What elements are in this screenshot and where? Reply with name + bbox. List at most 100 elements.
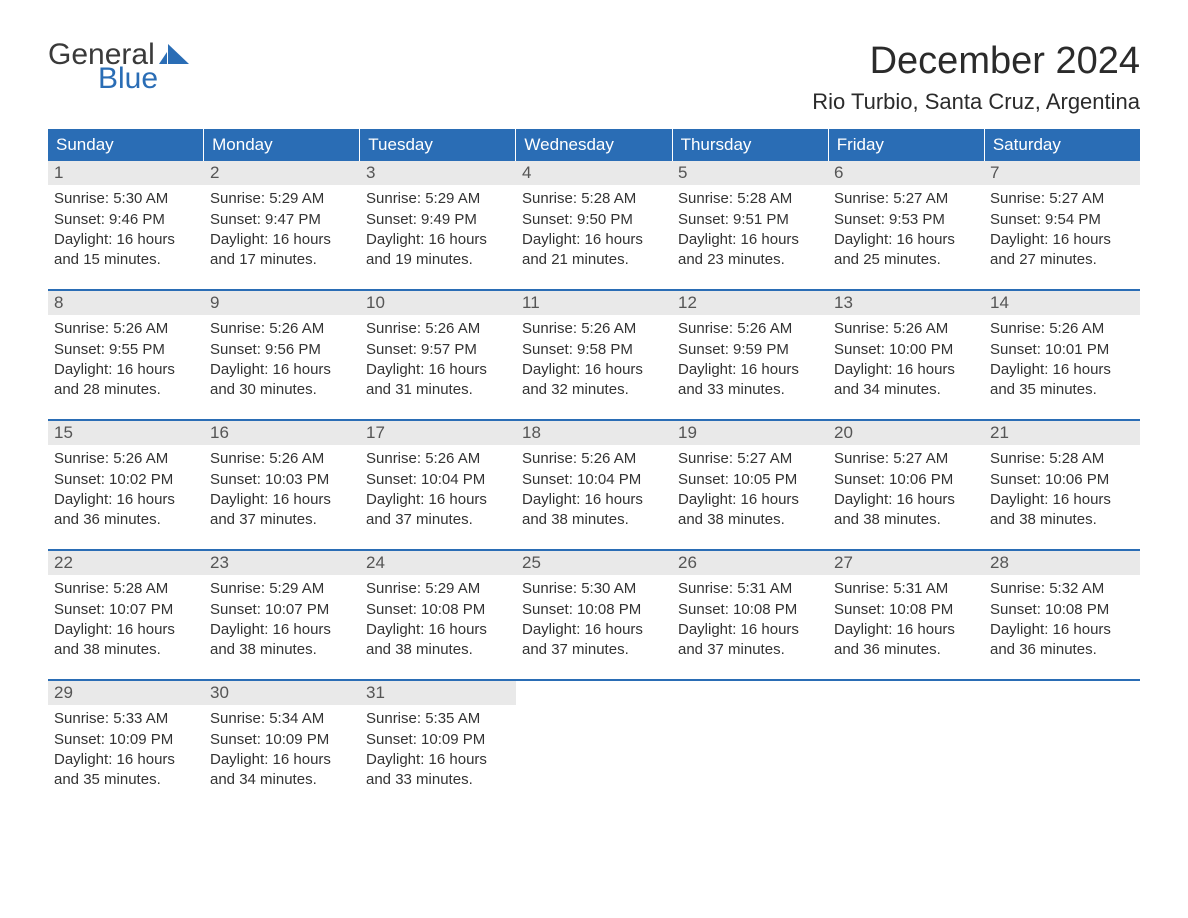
day-daylight2: and 34 minutes. <box>210 770 354 790</box>
day-cell: 20Sunrise: 5:27 AMSunset: 10:06 PMDaylig… <box>828 421 984 549</box>
day-daylight2: and 38 minutes. <box>834 510 978 530</box>
day-sunrise: Sunrise: 5:26 AM <box>54 449 198 469</box>
day-daylight2: and 19 minutes. <box>366 250 510 270</box>
day-sunset: Sunset: 10:06 PM <box>990 470 1134 490</box>
day-daylight1: Daylight: 16 hours <box>210 490 354 510</box>
day-cell: 25Sunrise: 5:30 AMSunset: 10:08 PMDaylig… <box>516 551 672 679</box>
brand-logo: General Blue <box>48 40 189 94</box>
day-content: Sunrise: 5:30 AMSunset: 10:08 PMDaylight… <box>516 575 672 670</box>
day-sunrise: Sunrise: 5:34 AM <box>210 709 354 729</box>
day-sunrise: Sunrise: 5:28 AM <box>54 579 198 599</box>
day-daylight1: Daylight: 16 hours <box>210 750 354 770</box>
day-sunrise: Sunrise: 5:29 AM <box>210 579 354 599</box>
day-cell <box>672 681 828 809</box>
day-sunrise: Sunrise: 5:31 AM <box>834 579 978 599</box>
day-number: 1 <box>48 161 204 185</box>
day-cell: 8Sunrise: 5:26 AMSunset: 9:55 PMDaylight… <box>48 291 204 419</box>
day-sunset: Sunset: 10:08 PM <box>366 600 510 620</box>
day-daylight1: Daylight: 16 hours <box>522 620 666 640</box>
day-daylight1: Daylight: 16 hours <box>990 230 1134 250</box>
weekday-header: Saturday <box>985 129 1140 161</box>
day-content: Sunrise: 5:31 AMSunset: 10:08 PMDaylight… <box>672 575 828 670</box>
day-sunset: Sunset: 10:04 PM <box>366 470 510 490</box>
day-sunrise: Sunrise: 5:26 AM <box>522 319 666 339</box>
day-cell: 23Sunrise: 5:29 AMSunset: 10:07 PMDaylig… <box>204 551 360 679</box>
day-content: Sunrise: 5:28 AMSunset: 9:51 PMDaylight:… <box>672 185 828 280</box>
day-daylight1: Daylight: 16 hours <box>834 230 978 250</box>
day-cell: 12Sunrise: 5:26 AMSunset: 9:59 PMDayligh… <box>672 291 828 419</box>
day-sunrise: Sunrise: 5:30 AM <box>54 189 198 209</box>
day-sunset: Sunset: 9:53 PM <box>834 210 978 230</box>
day-content: Sunrise: 5:30 AMSunset: 9:46 PMDaylight:… <box>48 185 204 280</box>
page-header: General Blue December 2024 Rio Turbio, S… <box>48 40 1140 115</box>
day-content: Sunrise: 5:26 AMSunset: 9:57 PMDaylight:… <box>360 315 516 410</box>
day-content: Sunrise: 5:28 AMSunset: 10:06 PMDaylight… <box>984 445 1140 540</box>
day-number: 28 <box>984 551 1140 575</box>
day-content: Sunrise: 5:27 AMSunset: 9:53 PMDaylight:… <box>828 185 984 280</box>
week-row: 29Sunrise: 5:33 AMSunset: 10:09 PMDaylig… <box>48 679 1140 809</box>
day-sunrise: Sunrise: 5:29 AM <box>366 579 510 599</box>
day-daylight1: Daylight: 16 hours <box>990 360 1134 380</box>
day-cell: 31Sunrise: 5:35 AMSunset: 10:09 PMDaylig… <box>360 681 516 809</box>
day-daylight1: Daylight: 16 hours <box>54 490 198 510</box>
day-daylight2: and 31 minutes. <box>366 380 510 400</box>
week-row: 22Sunrise: 5:28 AMSunset: 10:07 PMDaylig… <box>48 549 1140 679</box>
day-number: 8 <box>48 291 204 315</box>
day-content: Sunrise: 5:27 AMSunset: 10:05 PMDaylight… <box>672 445 828 540</box>
day-number: 31 <box>360 681 516 705</box>
day-sunset: Sunset: 10:08 PM <box>990 600 1134 620</box>
day-cell: 29Sunrise: 5:33 AMSunset: 10:09 PMDaylig… <box>48 681 204 809</box>
day-cell: 11Sunrise: 5:26 AMSunset: 9:58 PMDayligh… <box>516 291 672 419</box>
day-daylight1: Daylight: 16 hours <box>210 360 354 380</box>
day-cell: 3Sunrise: 5:29 AMSunset: 9:49 PMDaylight… <box>360 161 516 289</box>
day-sunrise: Sunrise: 5:28 AM <box>678 189 822 209</box>
day-sunset: Sunset: 9:51 PM <box>678 210 822 230</box>
day-sunset: Sunset: 10:06 PM <box>834 470 978 490</box>
title-block: December 2024 Rio Turbio, Santa Cruz, Ar… <box>812 40 1140 115</box>
day-daylight2: and 33 minutes. <box>366 770 510 790</box>
day-sunset: Sunset: 10:09 PM <box>366 730 510 750</box>
day-sunrise: Sunrise: 5:29 AM <box>210 189 354 209</box>
day-cell: 30Sunrise: 5:34 AMSunset: 10:09 PMDaylig… <box>204 681 360 809</box>
day-content: Sunrise: 5:31 AMSunset: 10:08 PMDaylight… <box>828 575 984 670</box>
day-cell: 15Sunrise: 5:26 AMSunset: 10:02 PMDaylig… <box>48 421 204 549</box>
day-cell: 22Sunrise: 5:28 AMSunset: 10:07 PMDaylig… <box>48 551 204 679</box>
day-daylight2: and 37 minutes. <box>522 640 666 660</box>
day-cell: 19Sunrise: 5:27 AMSunset: 10:05 PMDaylig… <box>672 421 828 549</box>
day-number: 17 <box>360 421 516 445</box>
day-daylight1: Daylight: 16 hours <box>834 360 978 380</box>
day-sunrise: Sunrise: 5:26 AM <box>990 319 1134 339</box>
day-number: 18 <box>516 421 672 445</box>
day-sunrise: Sunrise: 5:26 AM <box>366 449 510 469</box>
day-daylight2: and 37 minutes. <box>210 510 354 530</box>
day-number: 12 <box>672 291 828 315</box>
day-content: Sunrise: 5:26 AMSunset: 10:04 PMDaylight… <box>516 445 672 540</box>
weekday-header: Thursday <box>673 129 829 161</box>
day-daylight1: Daylight: 16 hours <box>366 490 510 510</box>
day-number: 20 <box>828 421 984 445</box>
day-cell <box>516 681 672 809</box>
day-sunset: Sunset: 9:49 PM <box>366 210 510 230</box>
day-number: 29 <box>48 681 204 705</box>
day-sunrise: Sunrise: 5:33 AM <box>54 709 198 729</box>
day-sunset: Sunset: 10:08 PM <box>678 600 822 620</box>
day-daylight1: Daylight: 16 hours <box>522 230 666 250</box>
day-daylight1: Daylight: 16 hours <box>54 620 198 640</box>
day-daylight1: Daylight: 16 hours <box>678 620 822 640</box>
day-sunrise: Sunrise: 5:35 AM <box>366 709 510 729</box>
day-content: Sunrise: 5:26 AMSunset: 10:04 PMDaylight… <box>360 445 516 540</box>
day-cell: 10Sunrise: 5:26 AMSunset: 9:57 PMDayligh… <box>360 291 516 419</box>
day-sunset: Sunset: 9:46 PM <box>54 210 198 230</box>
day-sunset: Sunset: 10:00 PM <box>834 340 978 360</box>
day-sunset: Sunset: 10:02 PM <box>54 470 198 490</box>
calendar: Sunday Monday Tuesday Wednesday Thursday… <box>48 129 1140 809</box>
day-content: Sunrise: 5:34 AMSunset: 10:09 PMDaylight… <box>204 705 360 800</box>
day-number: 13 <box>828 291 984 315</box>
day-sunset: Sunset: 10:05 PM <box>678 470 822 490</box>
day-sunset: Sunset: 10:09 PM <box>54 730 198 750</box>
day-sunset: Sunset: 10:09 PM <box>210 730 354 750</box>
day-daylight2: and 34 minutes. <box>834 380 978 400</box>
day-sunset: Sunset: 10:08 PM <box>522 600 666 620</box>
day-content: Sunrise: 5:35 AMSunset: 10:09 PMDaylight… <box>360 705 516 800</box>
day-number: 10 <box>360 291 516 315</box>
